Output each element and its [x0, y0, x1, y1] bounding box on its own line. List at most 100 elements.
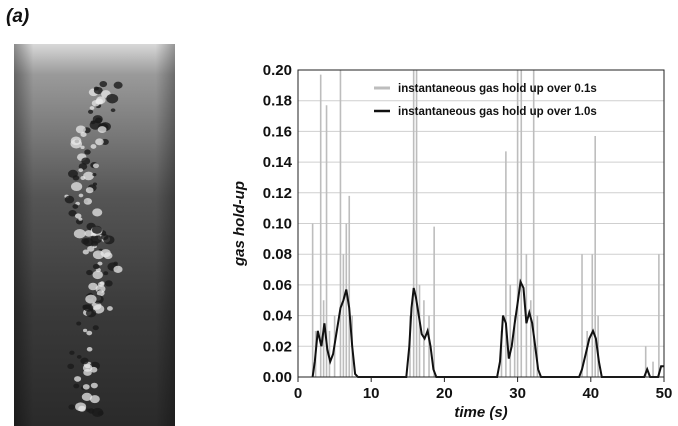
bubble — [80, 175, 86, 180]
y-tick-label: 0.06 — [263, 277, 292, 294]
bubble — [110, 108, 116, 113]
y-tick-label: 0.16 — [263, 123, 292, 140]
bubble — [68, 209, 77, 217]
bubble — [92, 173, 97, 177]
x-axis-label: time (s) — [454, 404, 507, 421]
bubble — [67, 363, 75, 369]
bubble — [90, 144, 97, 149]
bubble-column-photo — [14, 44, 175, 426]
bubble — [97, 126, 107, 134]
bubble — [113, 265, 123, 273]
bubble — [82, 304, 87, 309]
bubble — [81, 157, 91, 165]
bubble — [89, 106, 95, 110]
bubble — [106, 93, 119, 104]
bubble — [92, 163, 99, 169]
bubble — [80, 145, 85, 150]
bubble — [89, 395, 100, 404]
bubble — [92, 270, 103, 280]
x-tick-label: 20 — [436, 385, 453, 402]
bubble — [82, 249, 89, 255]
y-tick-label: 0.12 — [263, 185, 292, 202]
bubble — [82, 384, 90, 390]
y-tick-label: 0.00 — [263, 369, 292, 386]
bubble — [80, 131, 87, 137]
bubble — [91, 301, 102, 310]
bubble — [90, 382, 98, 389]
y-tick-label: 0.20 — [263, 62, 292, 79]
series-0 — [311, 70, 660, 377]
legend-label: instantaneous gas hold up over 1.0s — [398, 106, 597, 118]
bubble — [99, 281, 105, 286]
bubble — [97, 261, 103, 266]
bubble — [70, 182, 83, 192]
bubble — [70, 136, 82, 146]
bubble — [86, 269, 93, 276]
bubble — [93, 86, 99, 91]
bubble — [85, 309, 97, 318]
bubble — [86, 330, 93, 336]
gas-holdup-chart: 0.00 0.02 0.04 0.06 0.08 0.10 0.12 0.14 0.16 0.18… — [231, 62, 673, 421]
bubble — [91, 225, 103, 234]
bubble — [83, 171, 95, 181]
bubble — [104, 280, 113, 287]
bubble — [75, 402, 87, 412]
bubble — [74, 213, 82, 219]
panel-label: (a) — [6, 6, 30, 27]
bubble — [76, 355, 82, 359]
x-tick-label: 0 — [294, 385, 302, 402]
bubble — [74, 376, 82, 382]
x-tick-label: 50 — [656, 385, 673, 402]
bubble — [113, 81, 123, 89]
bubble — [113, 261, 118, 266]
x-tick-label: 40 — [582, 385, 599, 402]
y-tick-label: 0.18 — [263, 93, 292, 110]
bubble — [92, 182, 98, 186]
bubble — [81, 392, 93, 402]
bubble — [85, 294, 97, 304]
bubble — [78, 163, 88, 170]
bubble — [91, 100, 100, 107]
bubble — [72, 204, 79, 209]
bubble — [99, 80, 108, 88]
bubble — [86, 346, 93, 352]
plot-frame — [297, 69, 665, 378]
bubble — [87, 109, 94, 114]
bubble — [92, 263, 100, 270]
bubble — [92, 325, 99, 331]
bubble — [97, 410, 104, 416]
bubble — [96, 290, 105, 297]
bubble — [78, 193, 84, 198]
legend: instantaneous gas hold up over 0.1s insta… — [374, 83, 597, 118]
bubble — [100, 233, 109, 240]
x-tick-labels: 0 10 20 30 40 50 — [294, 385, 673, 402]
bubble — [95, 138, 104, 146]
bubble — [84, 149, 91, 155]
bubble — [87, 245, 95, 252]
bubble — [92, 115, 103, 124]
bubble — [64, 195, 75, 204]
x-tick-label: 10 — [363, 385, 380, 402]
series-line — [311, 278, 664, 378]
bubble — [83, 328, 88, 333]
bubble — [76, 321, 82, 326]
bubble — [88, 282, 98, 291]
bubble — [90, 366, 98, 373]
bubble — [72, 175, 80, 181]
bubble — [69, 350, 75, 355]
y-tick-label: 0.10 — [263, 216, 292, 233]
legend-label: instantaneous gas hold up over 0.1s — [398, 83, 597, 95]
y-tick-label: 0.02 — [263, 338, 292, 355]
series-1 — [311, 278, 664, 378]
y-tick-label: 0.14 — [263, 154, 293, 171]
bubble — [73, 383, 80, 389]
bubble — [78, 168, 84, 173]
bubble — [92, 208, 103, 217]
bubble — [82, 364, 93, 372]
bubble — [103, 271, 109, 276]
bubble — [83, 237, 94, 247]
bubble — [80, 357, 89, 365]
y-tick-label: 0.04 — [263, 308, 293, 325]
y-axis-label: gas hold-up — [231, 181, 248, 267]
bubble — [83, 198, 93, 205]
